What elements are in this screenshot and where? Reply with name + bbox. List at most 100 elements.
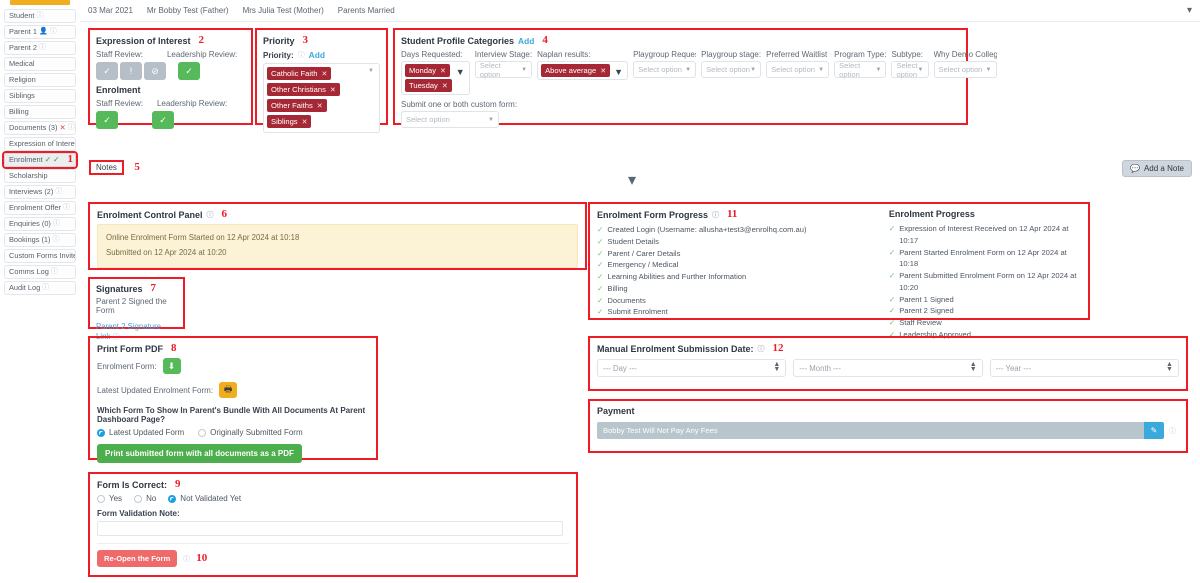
radio-form-correct-no[interactable]: No xyxy=(134,494,156,503)
spc-tag-input[interactable]: Above average ✕ ▼ xyxy=(537,61,629,80)
priority-tag-input[interactable]: Catholic Faith ✕ Other Christians ✕ Other Fa… xyxy=(263,63,380,133)
sidebar-item-student[interactable]: Student ⓘ xyxy=(4,9,76,23)
print-bundle-button[interactable]: Print submitted form with all documents … xyxy=(97,444,302,463)
enrolment-staff-approve-button[interactable]: ✓ xyxy=(96,111,118,129)
remove-tag-icon[interactable]: ✕ xyxy=(301,118,308,126)
sidebar-item-interviews-2[interactable]: Interviews (2) ⓘ xyxy=(4,185,76,199)
remove-tag-icon[interactable]: ✕ xyxy=(329,86,336,94)
help-icon[interactable]: ⓘ xyxy=(50,268,58,276)
spc-tag[interactable]: Tuesday ✕ xyxy=(405,79,452,92)
remove-tag-icon[interactable]: ✕ xyxy=(441,82,448,90)
eoi-approve-button[interactable]: ✓ xyxy=(96,62,118,80)
check-icon: ✓ xyxy=(888,294,896,304)
chevron-down-icon[interactable]: ▼ xyxy=(368,68,374,74)
add-note-button[interactable]: 💬 Add a Note xyxy=(1122,160,1192,177)
close-icon[interactable]: ✕ xyxy=(59,123,66,133)
spc-select[interactable]: Select option ▼ xyxy=(701,61,762,78)
sidebar-item-siblings[interactable]: Siblings xyxy=(4,89,76,103)
priority-tag[interactable]: Other Christians ✕ xyxy=(267,83,340,96)
sidebar-item-expression-of-interest[interactable]: Expression of Interest xyxy=(4,137,76,151)
reopen-form-button[interactable]: Re-Open the Form xyxy=(97,550,178,567)
spc-tag[interactable]: Monday ✕ xyxy=(405,64,450,77)
spc-custom-form-select[interactable]: Select option ▼ xyxy=(401,111,499,128)
sidebar-item-scholarship[interactable]: Scholarship xyxy=(4,169,76,183)
help-icon[interactable]: ⓘ xyxy=(36,12,44,20)
sidebar-item-enrolment-offer[interactable]: Enrolment Offer ⓘ xyxy=(4,201,76,215)
sidebar-item-comms-log[interactable]: Comms Log ⓘ xyxy=(4,265,76,279)
sidebar-item-custom-forms-invites[interactable]: Custom Forms Invites xyxy=(4,249,76,263)
print-icon[interactable]: 🖶 xyxy=(219,382,238,398)
sidebar-item-medical[interactable]: Medical xyxy=(4,57,76,71)
priority-tag[interactable]: Other Faiths ✕ xyxy=(267,99,327,112)
remove-tag-icon[interactable]: ✕ xyxy=(440,67,446,75)
help-icon[interactable]: ⓘ xyxy=(712,211,720,219)
download-icon[interactable]: ⬇ xyxy=(162,358,181,374)
chevron-down-icon[interactable]: ▾ xyxy=(1186,5,1192,16)
edit-icon[interactable]: ✎ xyxy=(1144,422,1164,439)
sidebar-item-audit-log[interactable]: Audit Log ⓘ xyxy=(4,281,76,295)
spc-select[interactable]: Select option ▼ xyxy=(766,61,830,78)
help-icon[interactable]: ⓘ xyxy=(55,188,63,196)
chevron-down-icon[interactable]: ▼ xyxy=(455,67,465,77)
spc-add-link[interactable]: Add xyxy=(518,35,535,46)
enrolment-progress-item: ✓ Parent Started Enrolment Form on 12 Apr… xyxy=(889,247,1081,271)
help-icon[interactable]: ⓘ xyxy=(67,124,75,132)
help-icon[interactable]: ⓘ xyxy=(206,211,214,219)
expand-section-chevron-icon[interactable]: ▾ xyxy=(628,172,637,189)
eoi-reject-button[interactable]: ⊘ xyxy=(144,62,166,80)
validation-note-input[interactable] xyxy=(97,521,563,536)
radio-form-correct-yes[interactable]: Yes xyxy=(97,494,122,503)
spc-tag[interactable]: Above average ✕ xyxy=(541,64,611,77)
sidebar-item-enquiries-0[interactable]: Enquiries (0) ⓘ xyxy=(4,217,76,231)
remove-tag-icon[interactable]: ✕ xyxy=(316,102,323,110)
tag-label: Tuesday xyxy=(409,81,438,90)
radio-originally-submitted-form[interactable]: Originally Submitted Form xyxy=(198,428,303,437)
progress-item-label: Parent / Carer Details xyxy=(607,248,681,258)
sidebar-item-bookings-1[interactable]: Bookings (1) ⓘ xyxy=(4,233,76,247)
chevron-down-icon[interactable]: ▼ xyxy=(614,67,624,77)
radio-form-correct-not-validated[interactable]: Not Validated Yet xyxy=(168,494,241,503)
help-icon[interactable]: ⓘ xyxy=(1169,427,1176,435)
sidebar-item-documents-3[interactable]: Documents (3) ✕ ⓘ xyxy=(4,121,76,135)
day-select[interactable]: --- Day --- ▲ ▼ xyxy=(597,359,787,377)
progress-item-label: Billing xyxy=(607,283,628,293)
help-icon[interactable]: ⓘ xyxy=(757,345,765,353)
sidebar-item-parent-2[interactable]: Parent 2 ⓘ xyxy=(4,41,76,55)
priority-tag[interactable]: Catholic Faith ✕ xyxy=(267,67,332,80)
spc-select[interactable]: Select option ▼ xyxy=(834,61,887,79)
priority-tag[interactable]: Siblings ✕ xyxy=(267,115,312,128)
enrolment-leadership-approve-button[interactable]: ✓ xyxy=(152,111,174,129)
spc-field: Why Demo College: Select option▼ xyxy=(933,50,997,78)
tab-notes[interactable]: Notes xyxy=(89,160,124,175)
sidebar-item-billing[interactable]: Billing xyxy=(4,105,76,119)
priority-add-link[interactable]: Add xyxy=(308,50,325,60)
eoi-flag-button[interactable]: ! xyxy=(120,62,142,80)
help-icon[interactable]: ⓘ xyxy=(183,555,191,563)
help-icon[interactable]: ⓘ xyxy=(52,220,60,228)
radio-indicator xyxy=(168,494,177,503)
sidebar-item-religion[interactable]: Religion xyxy=(4,73,76,87)
spc-select[interactable]: Select option ▼ xyxy=(474,61,533,79)
radio-indicator xyxy=(97,428,105,437)
year-select[interactable]: --- Year --- ▲ ▼ xyxy=(989,359,1179,377)
help-icon[interactable]: ⓘ xyxy=(38,44,46,52)
month-select[interactable]: --- Month --- ▲ ▼ xyxy=(793,359,983,377)
help-icon[interactable]: ⓘ xyxy=(297,52,305,59)
spc-select[interactable]: Select option ▼ xyxy=(933,61,997,78)
spc-select[interactable]: Select option ▼ xyxy=(633,61,697,78)
spc-tag-input[interactable]: Monday ✕ Tuesday ✕ ▼ xyxy=(401,61,470,95)
help-icon[interactable]: ⓘ xyxy=(63,204,71,212)
eoi-title-row: Expression of Interest 2 xyxy=(96,35,245,46)
remove-tag-icon[interactable]: ✕ xyxy=(600,67,607,75)
help-icon[interactable]: ⓘ xyxy=(42,284,50,292)
spc-select[interactable]: Select option ▼ xyxy=(891,61,929,79)
remove-tag-icon[interactable]: ✕ xyxy=(321,70,328,78)
header-mother: Mrs Julia Test (Mother) xyxy=(242,6,324,15)
sidebar-item-enrolment[interactable]: Enrolment ✓ ✓ xyxy=(4,153,76,167)
sidebar-item-label: Documents (3) xyxy=(9,123,58,133)
sidebar-item-parent-1[interactable]: Parent 1 👤 ⓘ xyxy=(4,25,76,39)
eoi-leadership-approve-button[interactable]: ✓ xyxy=(178,62,200,80)
radio-latest-updated-form[interactable]: Latest Updated Form xyxy=(97,428,184,437)
help-icon[interactable]: ⓘ xyxy=(49,28,57,36)
help-icon[interactable]: ⓘ xyxy=(52,236,60,244)
